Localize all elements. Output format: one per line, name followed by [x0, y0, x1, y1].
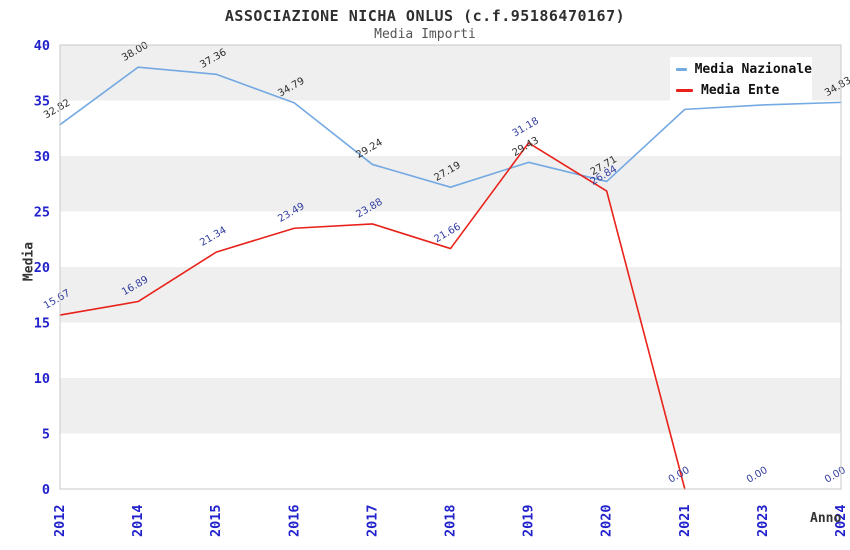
legend-label: Media Ente — [701, 82, 780, 98]
svg-text:2015: 2015 — [208, 504, 224, 537]
svg-text:2023: 2023 — [755, 504, 771, 537]
svg-text:2020: 2020 — [599, 504, 615, 537]
chart-subtitle: Media Importi — [374, 27, 476, 42]
x-axis-title: Anno — [810, 511, 842, 526]
svg-text:30: 30 — [34, 149, 50, 165]
legend-label: Media Nazionale — [694, 61, 812, 77]
svg-text:35: 35 — [34, 94, 50, 110]
plot-border — [59, 44, 842, 490]
svg-text:2019: 2019 — [521, 504, 537, 537]
grid-bands — [60, 45, 841, 489]
y-axis-tick-labels: 0 5 10 15 20 25 30 35 40 — [34, 38, 50, 498]
svg-text:0: 0 — [42, 482, 50, 498]
media-ente-line-swatch-icon — [676, 88, 693, 92]
chart-title: ASSOCIAZIONE NICHA ONLUS (c.f.9518647016… — [224, 7, 626, 25]
svg-text:2017: 2017 — [364, 504, 380, 537]
svg-text:2024: 2024 — [833, 504, 849, 537]
svg-text:20: 20 — [34, 260, 50, 276]
legend-item-media-nazionale: Media Nazionale — [676, 62, 812, 77]
svg-text:15: 15 — [34, 316, 50, 332]
svg-text:2018: 2018 — [443, 504, 459, 537]
legend-item-media-ente: Media Ente — [676, 83, 812, 98]
series-line-media-nazionale — [59, 66, 842, 188]
svg-text:2016: 2016 — [286, 504, 302, 537]
svg-text:10: 10 — [34, 371, 50, 387]
svg-text:2012: 2012 — [52, 504, 68, 537]
svg-text:2014: 2014 — [130, 504, 146, 537]
media-nazionale-line-swatch-icon — [676, 67, 687, 71]
x-axis-tick-labels: 2012 2014 2015 2016 2017 2018 2019 2020 2021 2023… — [52, 504, 849, 537]
y-axis-title: Media — [21, 241, 37, 282]
svg-text:5: 5 — [42, 427, 50, 443]
svg-text:40: 40 — [34, 38, 50, 54]
svg-text:25: 25 — [34, 205, 50, 221]
legend: Media Nazionale Media Ente — [670, 57, 812, 102]
svg-text:2021: 2021 — [677, 504, 693, 537]
